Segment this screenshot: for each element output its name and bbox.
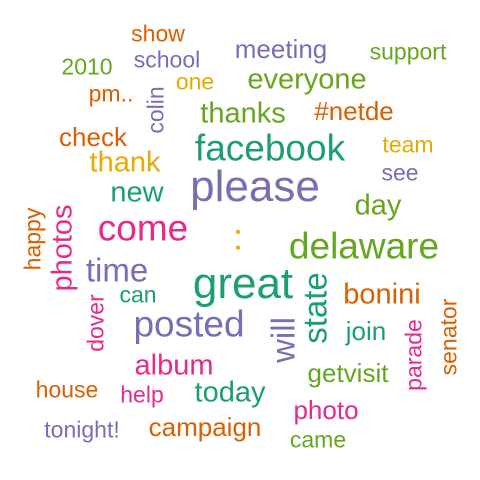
- word-posted: posted: [133, 303, 245, 345]
- word-new: new: [110, 176, 164, 209]
- word-happy: happy: [19, 207, 46, 271]
- word-netde: #netde: [314, 96, 394, 126]
- word-came: came: [289, 426, 347, 453]
- word-parade: parade: [400, 319, 427, 391]
- word-colon: :: [232, 216, 244, 258]
- word-thanks: thanks: [200, 97, 286, 130]
- word-team: team: [382, 131, 434, 158]
- word-pm: pm..: [88, 80, 134, 107]
- word-bonini: bonini: [343, 278, 421, 311]
- word-senator: senator: [435, 298, 462, 376]
- word-photos: photos: [46, 204, 79, 292]
- word-help: help: [120, 381, 164, 408]
- word-getvisit: getvisit: [307, 358, 389, 388]
- word-2010: 2010: [61, 53, 113, 80]
- word-come: come: [97, 207, 189, 249]
- word-join: join: [345, 316, 387, 346]
- word-great: great: [192, 259, 294, 308]
- word-today: today: [194, 376, 266, 409]
- word-thank: thank: [89, 146, 161, 179]
- word-campaign: campaign: [148, 412, 262, 442]
- word-state: state: [296, 272, 334, 344]
- word-check: check: [59, 122, 127, 152]
- word-support: support: [369, 38, 447, 65]
- word-day: day: [354, 189, 402, 222]
- word-delaware: delaware: [288, 225, 440, 267]
- word-facebook: facebook: [194, 127, 346, 169]
- word-album: album: [134, 349, 214, 382]
- word-dover: dover: [82, 294, 109, 352]
- word-meeting: meeting: [234, 34, 328, 64]
- word-photo: photo: [293, 395, 359, 425]
- word-can: can: [119, 281, 157, 308]
- word-house: house: [35, 376, 99, 403]
- word-show: show: [131, 20, 185, 47]
- word-will: will: [264, 317, 302, 363]
- word-time: time: [85, 251, 149, 289]
- word-colin: colin: [142, 86, 169, 134]
- word-school: school: [133, 46, 201, 73]
- word-see: see: [381, 159, 419, 186]
- word-please: please: [190, 162, 320, 211]
- word-tonight: tonight!: [44, 416, 120, 443]
- word-everyone: everyone: [247, 63, 367, 96]
- word-one: one: [175, 68, 215, 95]
